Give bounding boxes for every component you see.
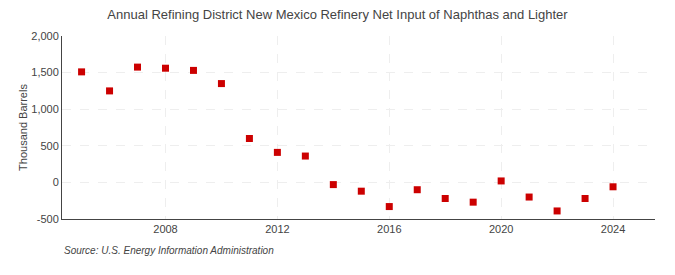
svg-text:Thousand Barrels: Thousand Barrels: [17, 84, 29, 171]
svg-text:2012: 2012: [265, 223, 289, 235]
svg-text:0: 0: [53, 176, 59, 188]
svg-text:1,500: 1,500: [31, 66, 59, 78]
svg-text:2,000: 2,000: [31, 30, 59, 42]
svg-text:2020: 2020: [489, 223, 513, 235]
svg-text:500: 500: [40, 140, 58, 152]
svg-text:Annual Refining District New M: Annual Refining District New Mexico Refi…: [107, 7, 568, 22]
svg-text:2024: 2024: [601, 223, 625, 235]
svg-text:Source: U.S. Energy Informatio: Source: U.S. Energy Information Administ…: [64, 245, 274, 256]
svg-text:2008: 2008: [153, 223, 177, 235]
svg-text:2016: 2016: [377, 223, 401, 235]
svg-text:1,000: 1,000: [31, 103, 59, 115]
svg-text:-500: -500: [37, 213, 59, 225]
